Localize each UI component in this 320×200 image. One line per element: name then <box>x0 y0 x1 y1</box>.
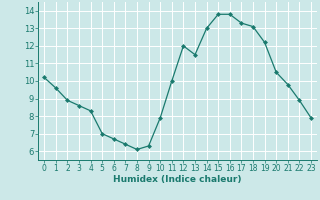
X-axis label: Humidex (Indice chaleur): Humidex (Indice chaleur) <box>113 175 242 184</box>
